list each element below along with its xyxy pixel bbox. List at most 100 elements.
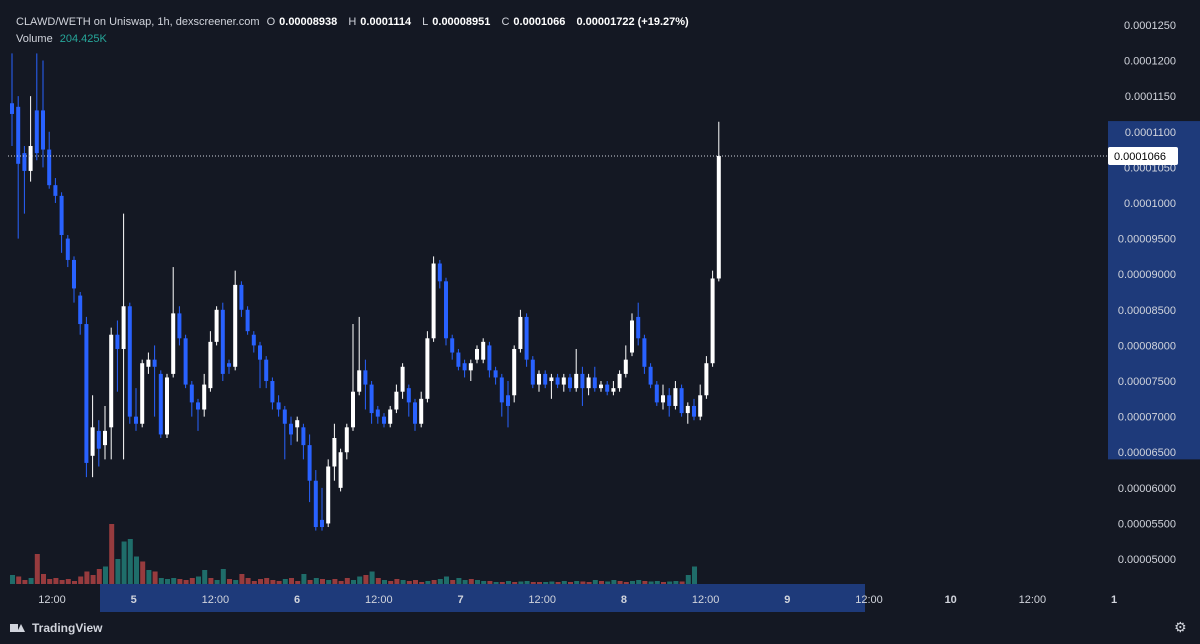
- candle-body[interactable]: [214, 309, 219, 342]
- candle-body[interactable]: [59, 195, 64, 236]
- candle-body[interactable]: [450, 338, 455, 353]
- candle-body[interactable]: [716, 155, 721, 279]
- candle-body[interactable]: [183, 338, 188, 385]
- candle-body[interactable]: [518, 316, 523, 349]
- candle-body[interactable]: [208, 341, 213, 389]
- candle-body[interactable]: [654, 384, 659, 403]
- candle-body[interactable]: [276, 402, 281, 410]
- candle-body[interactable]: [140, 363, 145, 424]
- candle-body[interactable]: [165, 377, 169, 435]
- candle-body[interactable]: [65, 238, 70, 260]
- candle-body[interactable]: [394, 391, 399, 410]
- candle-body[interactable]: [468, 363, 473, 371]
- candle-body[interactable]: [413, 402, 417, 424]
- candle-body[interactable]: [41, 110, 45, 150]
- candle-body[interactable]: [673, 388, 678, 406]
- candle-body[interactable]: [313, 480, 318, 528]
- candle-body[interactable]: [586, 377, 591, 389]
- candle-body[interactable]: [109, 334, 114, 428]
- candle-body[interactable]: [295, 420, 300, 428]
- candle-body[interactable]: [617, 373, 622, 389]
- candle-body[interactable]: [642, 338, 647, 367]
- candle-body[interactable]: [493, 370, 498, 378]
- candle-body[interactable]: [530, 359, 535, 385]
- candle-body[interactable]: [431, 263, 436, 339]
- candle-body[interactable]: [406, 388, 411, 403]
- candle-body[interactable]: [251, 334, 256, 346]
- candle-body[interactable]: [667, 395, 672, 406]
- candle-body[interactable]: [96, 430, 101, 449]
- candle-body[interactable]: [16, 106, 21, 164]
- candle-body[interactable]: [425, 338, 430, 399]
- candle-body[interactable]: [115, 334, 120, 349]
- candle-body[interactable]: [698, 395, 703, 417]
- candle-body[interactable]: [512, 348, 517, 396]
- candle-body[interactable]: [710, 278, 715, 364]
- candle-body[interactable]: [543, 373, 548, 385]
- candle-body[interactable]: [388, 409, 393, 424]
- candle-body[interactable]: [320, 519, 324, 528]
- candle-body[interactable]: [568, 377, 572, 389]
- candle-body[interactable]: [574, 373, 579, 389]
- candle-body[interactable]: [369, 384, 374, 414]
- candle-body[interactable]: [245, 309, 250, 332]
- candle-body[interactable]: [220, 309, 225, 374]
- candle-body[interactable]: [363, 370, 368, 385]
- candle-body[interactable]: [158, 373, 163, 435]
- candle-body[interactable]: [692, 405, 696, 417]
- candle-body[interactable]: [648, 366, 653, 385]
- candle-body[interactable]: [580, 373, 585, 389]
- candle-body[interactable]: [121, 306, 126, 349]
- candle-body[interactable]: [146, 359, 151, 367]
- candle-body[interactable]: [704, 363, 709, 396]
- candle-body[interactable]: [444, 281, 448, 339]
- candle-body[interactable]: [103, 430, 107, 446]
- candle-body[interactable]: [481, 341, 486, 360]
- candle-body[interactable]: [592, 377, 597, 389]
- gear-icon[interactable]: ⚙: [1174, 619, 1187, 635]
- candle-body[interactable]: [537, 373, 541, 385]
- candle-body[interactable]: [375, 409, 380, 417]
- candle-body[interactable]: [636, 316, 641, 339]
- candle-body[interactable]: [264, 359, 269, 382]
- candle-body[interactable]: [524, 316, 529, 360]
- candle-body[interactable]: [661, 395, 665, 403]
- candle-body[interactable]: [78, 295, 83, 325]
- candle-body[interactable]: [605, 384, 610, 392]
- candle-body[interactable]: [177, 313, 182, 339]
- candle-body[interactable]: [630, 320, 634, 353]
- candle-body[interactable]: [307, 445, 312, 481]
- candlestick-chart[interactable]: 0.0001250 0.0001200 0.0001150 0.0001100 0.00…: [0, 0, 1200, 612]
- candle-body[interactable]: [437, 263, 442, 282]
- candle-body[interactable]: [456, 352, 461, 367]
- candle-body[interactable]: [499, 377, 504, 403]
- tradingview-logo[interactable]: TradingView: [10, 621, 102, 635]
- candle-body[interactable]: [475, 348, 479, 360]
- candle-body[interactable]: [419, 398, 424, 424]
- candle-body[interactable]: [357, 370, 362, 392]
- candle-body[interactable]: [506, 395, 510, 406]
- candle-body[interactable]: [134, 416, 138, 424]
- candle-body[interactable]: [487, 345, 492, 371]
- candle-body[interactable]: [270, 381, 275, 403]
- candle-body[interactable]: [338, 452, 343, 488]
- candle-body[interactable]: [72, 259, 76, 289]
- candle-body[interactable]: [10, 103, 14, 114]
- candle-body[interactable]: [344, 427, 349, 453]
- candle-body[interactable]: [282, 409, 287, 424]
- candle-body[interactable]: [84, 324, 89, 463]
- candle-body[interactable]: [549, 377, 554, 382]
- candle-body[interactable]: [685, 405, 690, 414]
- candle-body[interactable]: [152, 359, 157, 367]
- candle-body[interactable]: [462, 363, 467, 371]
- candle-body[interactable]: [258, 345, 262, 360]
- candle-body[interactable]: [233, 284, 238, 367]
- candle-body[interactable]: [196, 402, 200, 410]
- candle-body[interactable]: [127, 306, 132, 417]
- candle-body[interactable]: [202, 384, 207, 410]
- candle-body[interactable]: [53, 185, 58, 196]
- candle-body[interactable]: [611, 388, 616, 392]
- candle-body[interactable]: [90, 427, 95, 456]
- candle-body[interactable]: [623, 359, 628, 374]
- candle-body[interactable]: [400, 366, 405, 392]
